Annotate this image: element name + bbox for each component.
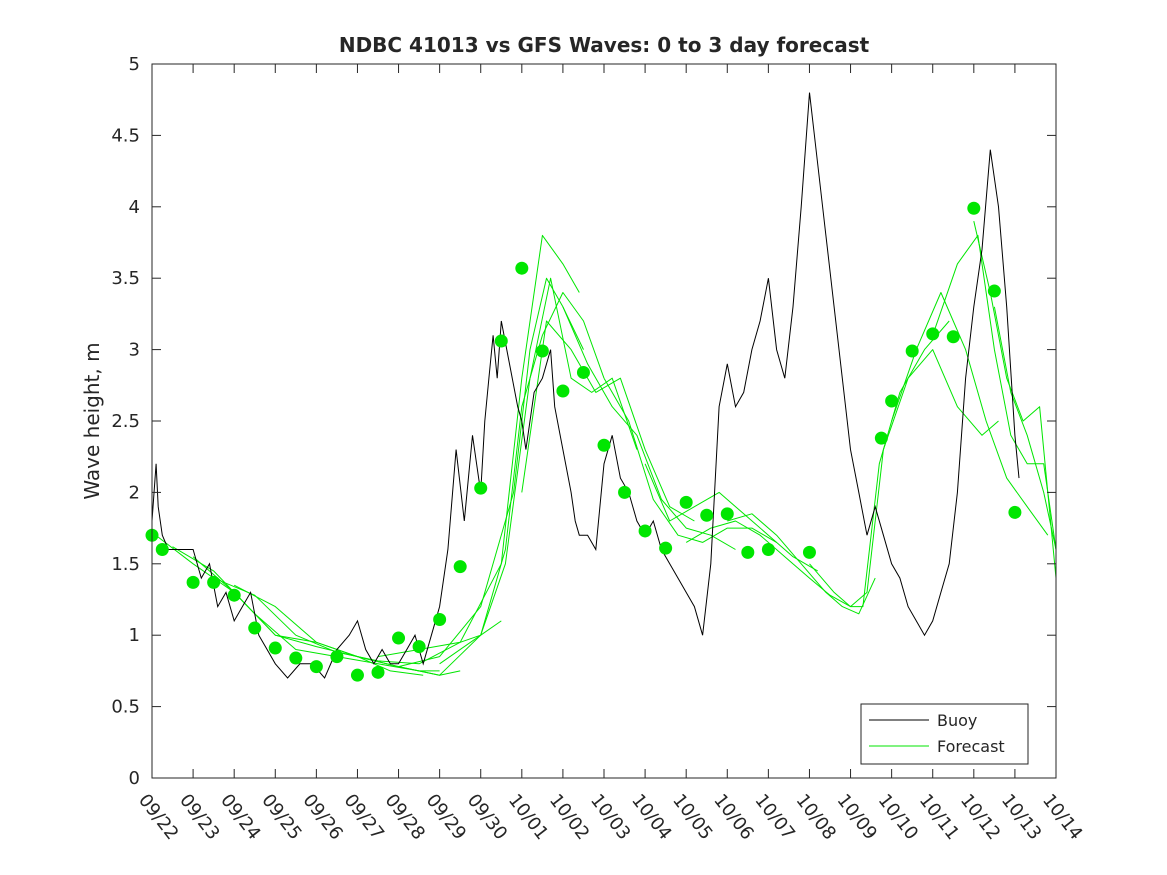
forecast-marker	[268, 641, 282, 655]
forecast-marker	[741, 545, 755, 559]
forecast-line	[727, 513, 876, 615]
plot-area	[152, 64, 1056, 778]
y-tick-label: 1	[129, 625, 140, 646]
forecast-marker	[967, 201, 981, 215]
forecast-marker	[638, 524, 652, 538]
forecast-marker	[494, 334, 508, 348]
forecast-marker	[987, 284, 1001, 298]
y-tick-label: 4	[129, 197, 140, 218]
y-tick-label: 1.5	[111, 554, 140, 575]
y-tick-label: 2	[129, 482, 140, 503]
legend: Buoy Forecast	[860, 703, 1029, 765]
y-tick-label: 3.5	[111, 268, 140, 289]
forecast-marker	[618, 485, 632, 499]
forecast-marker	[227, 588, 241, 602]
forecast-marker	[433, 612, 447, 626]
y-tick-label: 0.5	[111, 697, 140, 718]
y-tick-label: 3	[129, 340, 140, 361]
y-tick-label: 5	[129, 54, 140, 75]
forecast-marker	[720, 507, 734, 521]
legend-forecast-label: Forecast	[937, 737, 1005, 756]
forecast-marker	[576, 365, 590, 379]
forecast-line	[891, 292, 1049, 536]
forecast-line	[439, 292, 605, 665]
chart-title: NDBC 41013 vs GFS Waves: 0 to 3 day fore…	[339, 33, 870, 57]
forecast-marker	[885, 394, 899, 408]
forecast-line	[932, 234, 1057, 550]
forecast-marker	[412, 640, 426, 654]
y-tick-label: 4.5	[111, 125, 140, 146]
forecast-line	[809, 320, 950, 608]
buoy-series-line	[151, 92, 1020, 679]
forecast-marker	[309, 660, 323, 674]
forecast-marker	[535, 344, 549, 358]
forecast-line	[644, 463, 818, 572]
forecast-marker	[453, 560, 467, 574]
forecast-marker	[802, 545, 816, 559]
legend-buoy-label: Buoy	[937, 711, 977, 730]
y-tick-label: 2.5	[111, 411, 140, 432]
legend-box	[860, 703, 1029, 765]
forecast-marker	[207, 575, 221, 589]
forecast-marker	[392, 631, 406, 645]
forecast-marker	[474, 481, 488, 495]
forecast-marker	[905, 344, 919, 358]
forecast-line	[480, 277, 638, 636]
forecast-marker	[926, 327, 940, 341]
forecast-marker	[350, 668, 364, 682]
forecast-markers	[145, 201, 1022, 682]
forecast-marker	[371, 665, 385, 679]
buoy-line	[151, 92, 1020, 679]
forecast-marker	[597, 438, 611, 452]
forecast-marker	[186, 575, 200, 589]
forecast-marker	[515, 261, 529, 275]
forecast-marker	[946, 330, 960, 344]
forecast-line	[562, 306, 736, 550]
forecast-line	[233, 584, 502, 676]
forecast-line	[377, 234, 580, 658]
forecast-line	[850, 349, 999, 607]
y-tick-label: 0	[129, 768, 140, 789]
forecast-marker	[556, 384, 570, 398]
forecast-marker	[155, 543, 169, 557]
forecast-marker	[659, 541, 673, 555]
forecast-marker	[248, 621, 262, 635]
forecast-line	[151, 532, 424, 676]
forecast-marker	[679, 495, 693, 509]
forecast-marker	[761, 543, 775, 557]
y-axis: 0 0.5 1 1.5 2 2.5 3 3.5 4 4.5 5	[111, 54, 1056, 789]
y-axis-label: Wave height, m	[80, 342, 104, 499]
forecast-marker	[874, 431, 888, 445]
forecast-marker	[289, 651, 303, 665]
forecast-marker	[1008, 505, 1022, 519]
forecast-line	[973, 220, 1057, 579]
forecast-line	[993, 306, 1057, 550]
forecast-lines	[151, 220, 1057, 676]
forecast-marker	[700, 508, 714, 522]
forecast-marker	[330, 650, 344, 664]
